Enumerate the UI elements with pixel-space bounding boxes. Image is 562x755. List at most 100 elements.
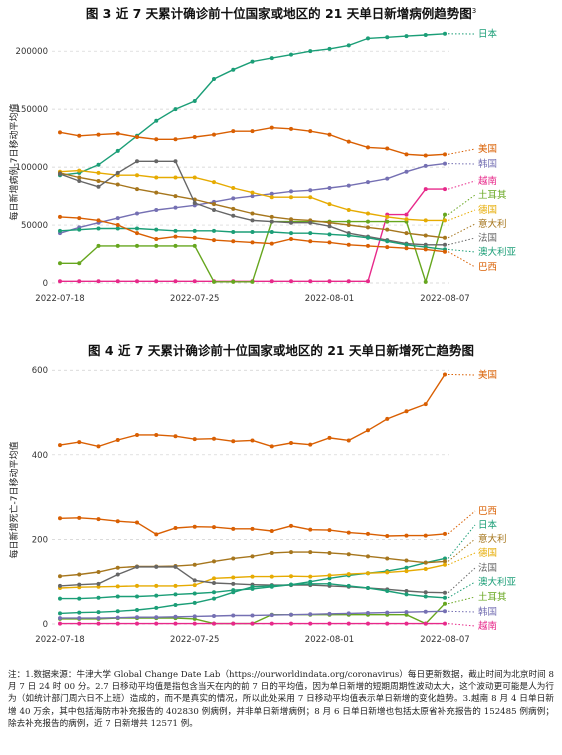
data-point [135, 226, 139, 231]
series-5 [58, 168, 447, 223]
data-point [212, 525, 216, 530]
data-point [269, 279, 274, 284]
data-point [250, 621, 255, 626]
data-point [423, 233, 428, 238]
data-point [327, 576, 332, 581]
data-point [173, 525, 178, 530]
data-point [366, 571, 370, 576]
data-point [231, 196, 236, 201]
data-point [443, 249, 447, 254]
y-tick-label: 200000 [16, 47, 48, 57]
data-point [58, 261, 62, 266]
data-point [346, 552, 351, 557]
data-point [289, 189, 293, 194]
data-point [346, 233, 351, 238]
data-point [154, 621, 159, 626]
data-point [404, 592, 409, 597]
data-point [58, 228, 62, 233]
data-point [250, 613, 255, 618]
data-point [327, 132, 332, 137]
data-point [115, 565, 120, 570]
data-point [77, 596, 82, 601]
data-point [366, 145, 370, 150]
data-point [231, 590, 236, 595]
data-point [366, 554, 370, 559]
series-4 [58, 212, 447, 285]
series-line [59, 374, 446, 448]
x-tick-label: 2022-07-18 [35, 635, 84, 645]
data-point [192, 524, 197, 529]
data-point [115, 131, 120, 136]
data-point [154, 118, 159, 123]
legend-leader [447, 596, 476, 605]
data-point [231, 575, 236, 580]
data-point [135, 520, 139, 525]
data-point [327, 611, 332, 616]
data-point [327, 220, 332, 225]
data-point [154, 583, 159, 588]
legend-leader [447, 538, 476, 562]
legend-leader [447, 510, 476, 535]
legend-label: 日本 [478, 28, 498, 40]
data-point [192, 600, 197, 605]
y-tick-label: 600 [32, 366, 48, 376]
series-4 [58, 562, 447, 591]
data-point [250, 190, 255, 195]
data-point [58, 574, 62, 579]
data-point [192, 99, 197, 104]
data-point [231, 613, 236, 618]
data-point [231, 129, 236, 134]
data-point [346, 530, 351, 535]
y-tick-label: 100000 [16, 163, 48, 173]
data-point [58, 279, 62, 284]
data-point [115, 279, 120, 284]
legend-label: 越南 [478, 175, 497, 187]
legend-leader [447, 180, 476, 190]
data-point [231, 230, 236, 234]
data-point [250, 218, 255, 223]
x-tick-label: 2022-07-25 [170, 635, 219, 645]
data-point [269, 621, 274, 626]
data-point [231, 439, 236, 444]
data-point [58, 172, 62, 177]
y-tick-label: 0 [43, 620, 48, 630]
legend-leader [447, 209, 476, 221]
data-point [269, 574, 274, 579]
data-point [308, 188, 313, 193]
data-point [366, 235, 370, 240]
data-point [346, 183, 351, 188]
data-point [269, 528, 274, 533]
data-point [192, 243, 197, 248]
data-point [269, 241, 274, 246]
data-point [250, 438, 255, 443]
data-point [135, 432, 139, 437]
data-point [308, 279, 313, 284]
data-point [96, 279, 101, 284]
data-point [77, 261, 82, 266]
data-point [96, 616, 101, 621]
data-point [423, 218, 428, 223]
data-point [423, 163, 428, 168]
data-point [404, 409, 409, 414]
data-point [192, 591, 197, 596]
legend-leader [447, 610, 476, 613]
data-point [192, 235, 197, 240]
series-lines [58, 31, 447, 285]
y-tick-label: 200 [32, 535, 48, 545]
data-point [404, 533, 409, 538]
data-point [443, 609, 447, 614]
data-point [423, 279, 428, 284]
data-point [404, 621, 409, 626]
legend-label: 韩国 [478, 158, 497, 170]
data-point [154, 159, 159, 164]
legend-leader [447, 223, 476, 239]
data-point [192, 134, 197, 139]
data-point [308, 550, 313, 555]
data-point [443, 601, 447, 606]
data-point [231, 526, 236, 531]
data-point [385, 621, 390, 626]
data-point [192, 228, 197, 233]
data-point [327, 573, 332, 578]
data-point [96, 170, 101, 175]
